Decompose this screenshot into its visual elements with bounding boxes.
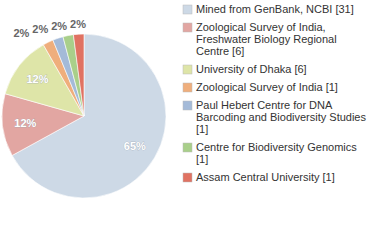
pie-slice	[63, 35, 84, 116]
legend-label: Mined from GenBank, NCBI [31]	[196, 3, 354, 15]
data-label: 12%	[26, 73, 48, 85]
legend-item: Assam Central University [1]	[183, 171, 335, 183]
legend-swatch	[183, 5, 192, 14]
data-label: 2%	[32, 23, 48, 35]
legend-swatch	[183, 101, 192, 110]
data-labels: 65%12%12%2%2%2%2%	[13, 18, 146, 152]
pie	[2, 34, 166, 198]
legend-item: Zoological Survey of India [1]	[183, 81, 338, 93]
data-label: 12%	[14, 117, 36, 129]
chart: 65%12%12%2%2%2%2%Mined from GenBank, NCB…	[0, 0, 380, 240]
data-label: 65%	[124, 140, 146, 152]
legend-swatch	[183, 65, 192, 74]
data-label: 2%	[51, 20, 67, 32]
legend-item: Paul Hebert Centre for DNABarcoding and …	[183, 99, 366, 135]
legend-item: Centre for Biodiversity Genomics[1]	[183, 141, 357, 165]
legend-label: Zoological Survey of India,Freshwater Bi…	[196, 21, 337, 57]
legend-swatch	[183, 83, 192, 92]
legend-label: University of Dhaka [6]	[196, 63, 307, 75]
legend: Mined from GenBank, NCBI [31] Zoological …	[183, 3, 366, 183]
data-label: 2%	[70, 18, 86, 30]
legend-swatch	[183, 143, 192, 152]
legend-label: Centre for Biodiversity Genomics[1]	[196, 141, 357, 165]
legend-label: Assam Central University [1]	[196, 171, 335, 183]
legend-swatch	[183, 23, 192, 32]
legend-swatch	[183, 173, 192, 182]
legend-label: Zoological Survey of India [1]	[196, 81, 338, 93]
pie-slice	[73, 34, 84, 116]
legend-item: University of Dhaka [6]	[183, 63, 307, 75]
data-label: 2%	[13, 27, 29, 39]
legend-item: Mined from GenBank, NCBI [31]	[183, 3, 354, 15]
legend-label: Paul Hebert Centre for DNABarcoding and …	[196, 99, 366, 135]
legend-item: Zoological Survey of India,Freshwater Bi…	[183, 21, 337, 57]
